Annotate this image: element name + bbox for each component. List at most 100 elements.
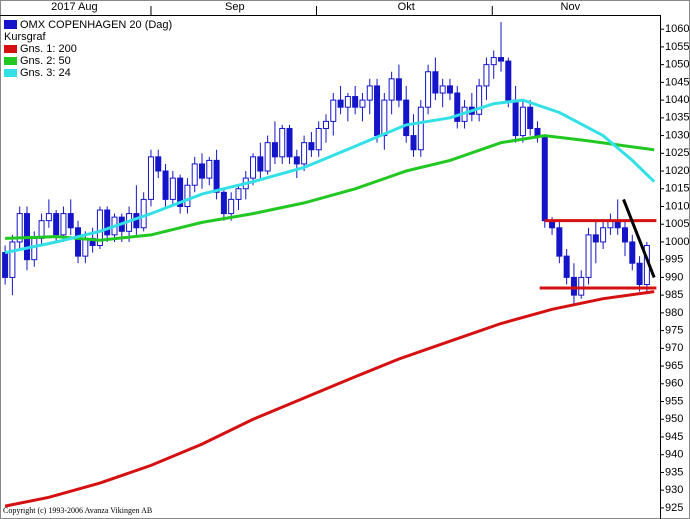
candle-body — [505, 60, 512, 101]
x-tick-label: Okt — [398, 1, 415, 13]
candle-body — [425, 71, 432, 108]
candle-body — [359, 99, 366, 108]
candle-body — [337, 99, 344, 108]
y-tick-label: 1030 — [665, 129, 689, 141]
candle-body — [315, 127, 322, 151]
legend-label: Gns. 2: 50 — [20, 55, 71, 67]
candle-body — [250, 156, 257, 179]
candle-body — [476, 85, 483, 115]
moving-average — [4, 290, 655, 508]
candle-body — [220, 191, 227, 215]
candle-body — [636, 262, 643, 286]
candle-body — [169, 177, 176, 200]
y-tick-label: 995 — [665, 254, 683, 266]
candle-body — [177, 177, 184, 207]
y-tick-label: 925 — [665, 502, 683, 514]
y-tick-label: 1010 — [665, 200, 689, 212]
candle-body — [556, 227, 563, 257]
candle-body — [155, 156, 162, 172]
y-tick-label: 1060 — [665, 23, 689, 35]
candle-body — [541, 135, 548, 222]
y-tick-label: 1035 — [665, 112, 689, 124]
y-tick-label: 955 — [665, 395, 683, 407]
candle-body — [31, 237, 38, 261]
x-tick-label: 2017 Aug — [51, 1, 98, 13]
candle-body — [432, 71, 439, 94]
candle-body — [206, 159, 213, 179]
y-tick-label: 950 — [665, 413, 683, 425]
candle-body — [330, 99, 337, 122]
candle-body — [519, 106, 526, 137]
y-tick-label: 965 — [665, 360, 683, 372]
candle-body — [585, 234, 592, 278]
candle-body — [563, 255, 570, 278]
candle-body — [454, 92, 461, 122]
copyright: Copyright (c) 1993-2006 Avanza Vikingen … — [3, 506, 152, 515]
candle-body — [534, 127, 541, 137]
candle-body — [344, 96, 351, 108]
candle-body — [184, 184, 191, 207]
y-tick-label: 980 — [665, 307, 683, 319]
y-tick-label: 930 — [665, 484, 683, 496]
y-tick-label: 1000 — [665, 236, 689, 248]
candle-body — [228, 198, 235, 215]
candle-body — [629, 241, 636, 264]
trend-line — [622, 198, 656, 278]
candle-body — [2, 252, 9, 278]
legend-swatch — [4, 57, 17, 65]
candle-body — [527, 106, 534, 129]
candle-body — [592, 234, 599, 243]
candle-body — [53, 213, 60, 236]
candle-body — [446, 85, 453, 94]
candle-body — [45, 213, 52, 222]
candle-body — [490, 57, 497, 66]
candle-body — [621, 227, 628, 243]
candle-body — [67, 213, 74, 229]
y-tick-label: 990 — [665, 271, 683, 283]
candle-body — [600, 227, 607, 243]
candle-body — [257, 156, 264, 172]
x-tick-label: Sep — [225, 1, 245, 13]
moving-average — [5, 134, 655, 242]
y-tick-label: 960 — [665, 378, 683, 390]
candle-body — [279, 127, 286, 158]
candle-body — [191, 163, 198, 186]
y-tick-label: 1040 — [665, 94, 689, 106]
y-tick-label: 1020 — [665, 165, 689, 177]
candle-body — [293, 156, 300, 165]
candle-body — [417, 106, 424, 151]
legend-subtitle: Kursgraf — [4, 31, 47, 43]
y-tick-label: 1045 — [665, 76, 689, 88]
y-tick-label: 940 — [665, 449, 683, 461]
y-tick-label: 945 — [665, 431, 683, 443]
y-tick-label: 975 — [665, 325, 683, 337]
candle-body — [162, 170, 169, 200]
candle-body — [147, 156, 154, 200]
y-tick-label: 985 — [665, 289, 683, 301]
candle-body — [388, 78, 395, 101]
candle-body — [395, 78, 402, 101]
legend-label: Gns. 3: 24 — [20, 67, 71, 79]
candle-body — [271, 142, 278, 158]
candle-body — [16, 213, 23, 243]
candle-body — [60, 213, 67, 236]
candle-body — [264, 142, 271, 172]
legend-swatch — [4, 45, 17, 53]
candle-body — [403, 99, 410, 137]
candle-body — [96, 209, 103, 246]
candle-body — [366, 85, 373, 101]
candle-body — [140, 198, 147, 229]
y-tick-label: 1015 — [665, 183, 689, 195]
candle-body — [570, 276, 577, 296]
candle-body — [578, 276, 585, 296]
candle-body — [104, 209, 111, 236]
candle-body — [301, 142, 308, 165]
y-tick-label: 1050 — [665, 59, 689, 71]
x-tick-label: Nov — [561, 1, 581, 13]
y-tick-label: 1005 — [665, 218, 689, 230]
moving-average — [4, 98, 656, 255]
candle-body — [381, 99, 388, 137]
candle-body — [439, 85, 446, 94]
legend-title: OMX COPENHAGEN 20 (Dag) — [20, 19, 172, 31]
candle-body — [352, 96, 359, 108]
